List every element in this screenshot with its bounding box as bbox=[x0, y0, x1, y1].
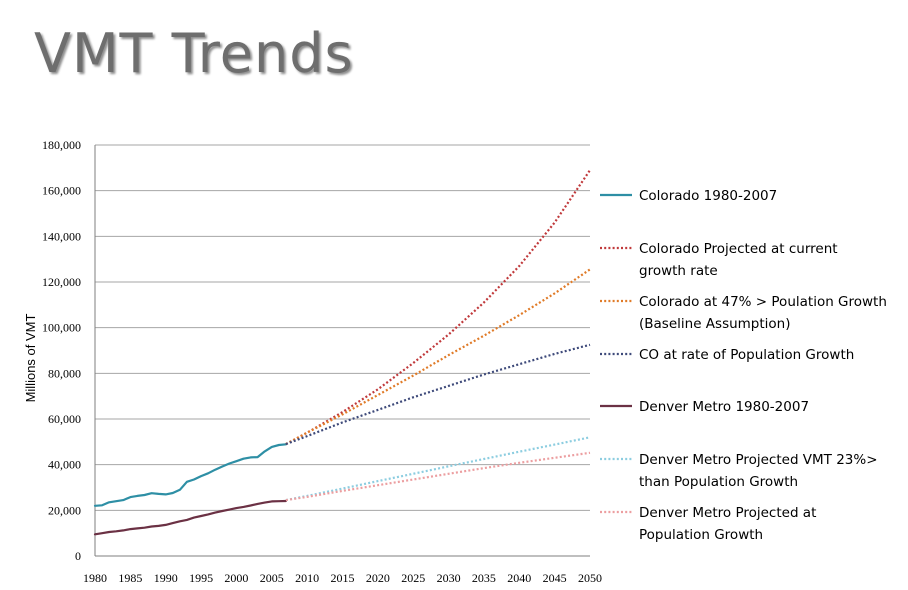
series-line-1 bbox=[93, 443, 287, 507]
legend-item-2: Colorado Projected at current growth rate bbox=[600, 241, 838, 279]
x-tick-label: 1985 bbox=[118, 571, 142, 585]
y-tick-label: 0 bbox=[75, 549, 81, 563]
x-tick-label: 2010 bbox=[295, 571, 319, 585]
series-line-4 bbox=[285, 343, 591, 446]
legend-item-7: Denver Metro Projected at Population Grow… bbox=[600, 505, 816, 543]
y-tick-label: 80,000 bbox=[48, 366, 81, 380]
y-tick-label: 160,000 bbox=[42, 184, 81, 198]
legend-label: Denver Metro 1980-2007 bbox=[639, 399, 809, 415]
legend-label: Colorado at 47% > Poulation Growth (Basel… bbox=[639, 294, 887, 332]
slide-title: VMT Trends bbox=[34, 22, 354, 85]
x-tick-label: 2040 bbox=[507, 571, 531, 585]
series-lines bbox=[93, 169, 591, 536]
series-line-6 bbox=[285, 436, 591, 502]
legend-label: Denver Metro Projected at Population Grow… bbox=[639, 505, 816, 543]
legend-item-5: Denver Metro 1980-2007 bbox=[600, 399, 809, 415]
x-tick-label: 2020 bbox=[366, 571, 390, 585]
legend-label: Denver Metro Projected VMT 23%> than Popu… bbox=[639, 452, 878, 490]
legend-item-4: CO at rate of Population Growth bbox=[600, 347, 854, 363]
legend-label: Colorado 1980-2007 bbox=[639, 188, 777, 204]
legend-item-3: Colorado at 47% > Poulation Growth (Basel… bbox=[600, 294, 887, 332]
y-tick-label: 140,000 bbox=[42, 229, 81, 243]
legend-label: Colorado Projected at current growth rate bbox=[639, 241, 838, 279]
x-tick-label: 2015 bbox=[331, 571, 355, 585]
series-line-2 bbox=[285, 169, 591, 446]
x-tick-label: 2000 bbox=[224, 571, 248, 585]
series-line-5 bbox=[93, 499, 287, 536]
x-tick-label: 2025 bbox=[401, 571, 425, 585]
y-tick-label: 20,000 bbox=[48, 503, 81, 517]
x-tick-label: 2030 bbox=[437, 571, 461, 585]
x-tick-label: 2045 bbox=[543, 571, 567, 585]
legend: Colorado 1980-2007 Colorado Projected at … bbox=[600, 188, 887, 543]
x-tick-label: 1995 bbox=[189, 571, 213, 585]
x-tick-label: 2035 bbox=[472, 571, 496, 585]
tick-labels: 0 20,000 40,000 60,000 80,000 100,000 120,000 1… bbox=[42, 138, 602, 585]
y-axis-label: Millions of VMT bbox=[23, 314, 38, 403]
y-tick-label: 60,000 bbox=[48, 412, 81, 426]
series-line-3 bbox=[285, 268, 591, 446]
y-tick-label: 40,000 bbox=[48, 458, 81, 472]
legend-item-6: Denver Metro Projected VMT 23%> than Popu… bbox=[600, 452, 878, 490]
series-line-7 bbox=[285, 451, 591, 502]
x-tick-label: 1980 bbox=[83, 571, 107, 585]
legend-label: CO at rate of Population Growth bbox=[639, 347, 854, 363]
axes bbox=[94, 145, 590, 557]
gridlines bbox=[95, 144, 590, 511]
y-tick-label: 100,000 bbox=[42, 321, 81, 335]
x-tick-label: 2050 bbox=[578, 571, 602, 585]
x-tick-label: 2005 bbox=[260, 571, 284, 585]
y-tick-label: 180,000 bbox=[42, 138, 81, 152]
x-tick-label: 1990 bbox=[154, 571, 178, 585]
y-tick-label: 120,000 bbox=[42, 275, 81, 289]
legend-item-1: Colorado 1980-2007 bbox=[600, 188, 777, 204]
